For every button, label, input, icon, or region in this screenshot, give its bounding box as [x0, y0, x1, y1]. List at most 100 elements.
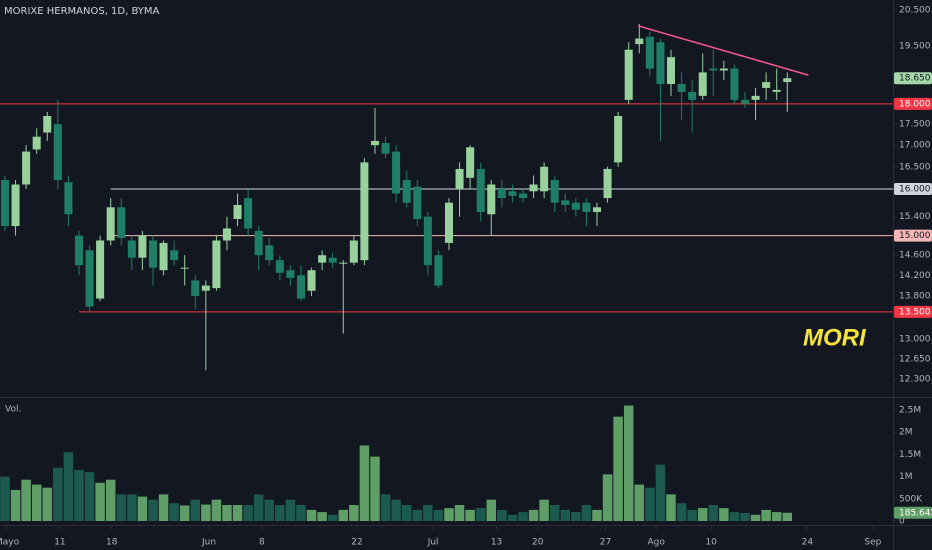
volume-bar: [158, 494, 169, 521]
volume-tick-label: 1M: [899, 472, 913, 482]
plot: 20.500 19.500 17.500 17.000 16.500 15.400 14.6…: [0, 5, 932, 548]
volume-bar: [666, 494, 676, 521]
y-tick-label: 20.500: [899, 5, 931, 15]
level-label-bg: [894, 97, 932, 110]
volume-bar: [84, 472, 95, 521]
candle-body: [497, 188, 506, 199]
volume-bar: [63, 452, 74, 521]
volume-bar: [243, 505, 253, 521]
volume-tick-label: 2.5M: [899, 405, 921, 415]
candle-body: [370, 140, 379, 146]
volume-bar: [592, 509, 602, 521]
x-tick-label: 27: [600, 538, 611, 548]
candle-body: [307, 270, 316, 291]
candle-body: [11, 184, 20, 227]
volume-bar: [370, 456, 380, 521]
y-tick-label: 17.500: [899, 120, 931, 130]
volume-bar: [433, 509, 444, 521]
volume-bar: [423, 505, 433, 521]
candle-body: [180, 267, 189, 269]
volume-bar: [137, 496, 148, 521]
volume-bar: [232, 505, 243, 521]
volume-bar: [116, 494, 127, 521]
volume-bar: [623, 405, 634, 521]
candle-body: [170, 250, 179, 261]
volume-bar: [359, 445, 370, 521]
volume-tick-label: 500K: [899, 494, 923, 504]
volume-bar: [0, 476, 10, 521]
x-tick-label: Sep: [864, 538, 881, 548]
candle-body: [96, 240, 105, 299]
volume-bar: [645, 487, 655, 521]
volume-label: Vol.: [5, 405, 21, 415]
candle-body: [233, 204, 242, 219]
volume-bar: [391, 499, 401, 521]
y-tick-label: 12.650: [899, 354, 931, 364]
x-tick-label: Jul: [427, 538, 439, 548]
candle-body: [434, 255, 443, 286]
candle-body: [751, 95, 760, 100]
volume-bar: [275, 505, 285, 521]
volume-bar: [127, 494, 137, 521]
candle-body: [487, 184, 496, 215]
candle-body: [603, 168, 612, 199]
candle-body: [423, 216, 432, 266]
volume-bar: [444, 508, 454, 521]
candle-body: [43, 115, 52, 133]
candle-body: [22, 151, 31, 185]
annotation: MORI: [803, 324, 867, 351]
candle-body: [698, 72, 707, 96]
candle-body: [275, 260, 284, 273]
last-volume-label-bg: [894, 506, 932, 519]
volume-bar: [719, 508, 729, 521]
level-label: 16.000: [899, 184, 931, 194]
volume-bar: [454, 505, 465, 521]
candle-body: [508, 191, 517, 196]
y-tick-label: 14.600: [899, 251, 931, 261]
volume-bar: [465, 509, 475, 521]
volume-bar: [380, 494, 391, 521]
volume-bar: [412, 509, 423, 521]
volume-bar: [729, 512, 740, 521]
y-tick-label: 19.500: [899, 41, 931, 51]
x-tick-label: 24: [802, 538, 814, 548]
candle-body: [381, 143, 390, 154]
volume-bar: [105, 479, 116, 521]
candle-body: [32, 136, 41, 150]
candle-body: [518, 193, 528, 199]
candle-body: [222, 228, 231, 241]
candle-body: [339, 262, 348, 264]
y-tick-label: 15.400: [899, 212, 931, 222]
volume-bar: [74, 469, 84, 521]
volume-bar: [338, 509, 349, 521]
volume-bar: [190, 499, 201, 521]
volume-tick-label: 2M: [899, 428, 913, 438]
candle-body: [540, 166, 549, 192]
volume-bar: [169, 503, 179, 521]
volume-bar: [253, 494, 264, 521]
candle-body: [772, 89, 781, 92]
volume-bar: [549, 505, 560, 521]
candle-body: [582, 202, 591, 212]
volume-bar: [539, 499, 549, 521]
volume-tick-label: 1.5M: [899, 450, 921, 460]
volume-bar: [95, 482, 105, 521]
candle-body: [53, 124, 62, 181]
volume-bar: [602, 474, 613, 521]
x-tick-label: Jun: [201, 538, 216, 548]
candle-body: [328, 257, 337, 263]
volume-bar: [518, 512, 528, 521]
candle-body: [85, 250, 94, 307]
volume-bar: [613, 416, 623, 521]
volume-bar: [581, 505, 592, 521]
level-label: 15.000: [899, 231, 931, 241]
x-tick-label: 11: [54, 538, 65, 548]
volume-bar: [687, 509, 697, 521]
candle-body: [392, 151, 401, 194]
x-tick-label: 22: [351, 538, 362, 548]
y-tick-label: 13.800: [899, 291, 931, 301]
volume-bar: [507, 514, 518, 521]
volume-bar: [560, 509, 571, 521]
candle-body: [614, 115, 623, 163]
candle-body: [286, 270, 295, 278]
